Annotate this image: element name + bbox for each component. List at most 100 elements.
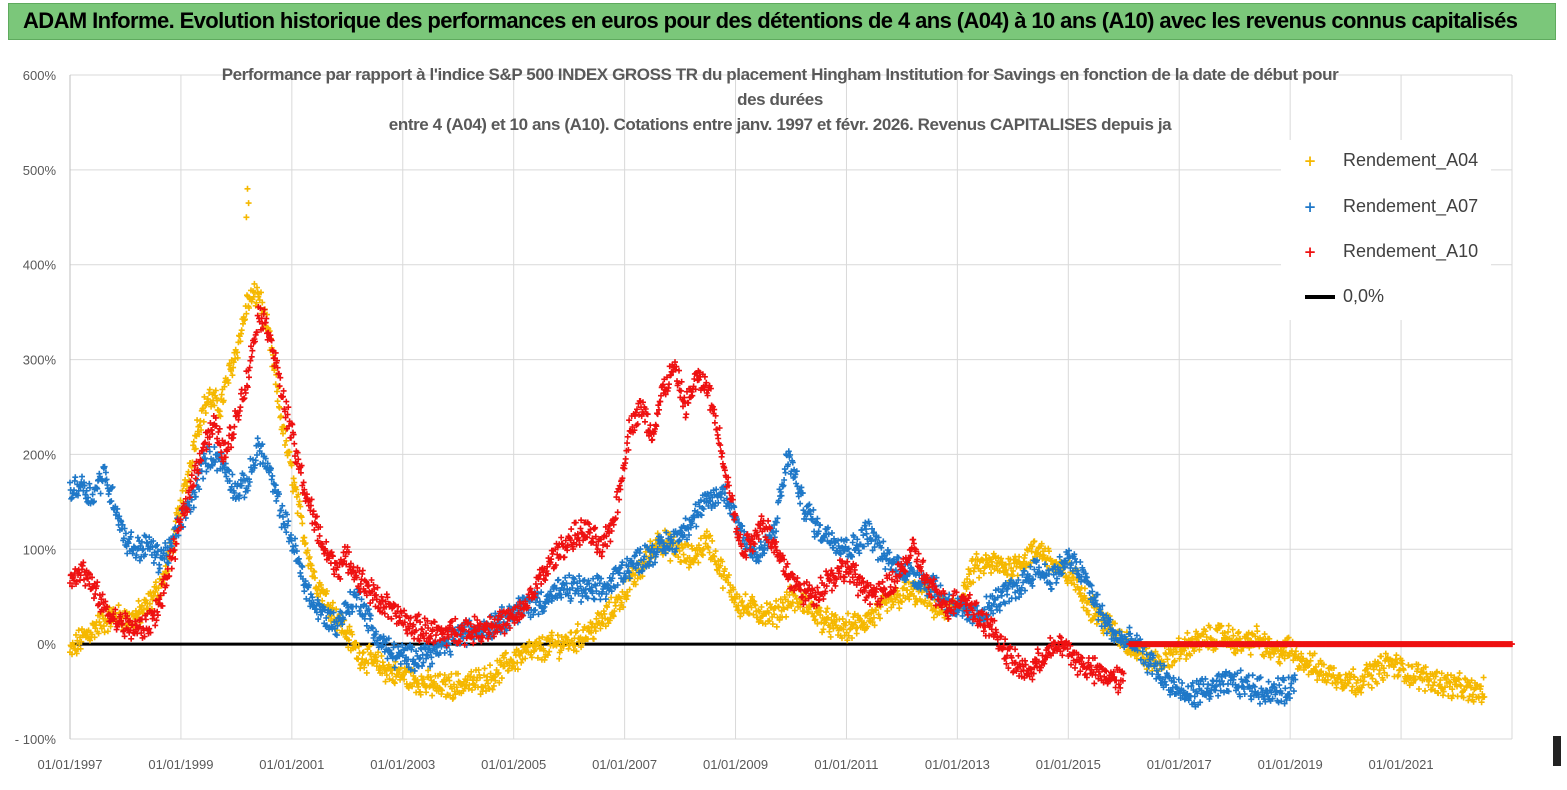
data-point	[200, 475, 207, 482]
data-point	[610, 613, 617, 620]
data-point	[447, 618, 454, 625]
data-point	[998, 555, 1005, 562]
data-point	[573, 648, 580, 655]
data-point	[647, 422, 654, 429]
data-point	[1480, 674, 1487, 681]
data-point	[234, 349, 241, 356]
data-point	[420, 676, 427, 683]
data-point	[367, 650, 374, 656]
data-point	[385, 661, 392, 668]
data-point	[827, 624, 833, 630]
data-point	[423, 689, 430, 696]
data-point	[977, 567, 984, 574]
data-point	[246, 305, 252, 311]
data-point	[531, 647, 538, 654]
data-point	[230, 364, 237, 371]
data-point	[238, 327, 245, 334]
data-point	[756, 608, 763, 615]
data-point	[389, 670, 396, 677]
data-point	[152, 579, 159, 586]
data-point	[824, 605, 831, 612]
data-point	[419, 626, 426, 633]
data-point	[844, 637, 851, 644]
data-point	[904, 587, 911, 594]
data-point	[152, 622, 159, 629]
data-point	[721, 565, 728, 572]
data-point	[242, 316, 248, 323]
data-point	[202, 410, 209, 416]
data-point	[875, 611, 882, 618]
data-point	[861, 619, 867, 626]
data-point	[1368, 684, 1375, 691]
data-point	[893, 594, 900, 601]
data-point	[732, 595, 739, 602]
data-point	[1456, 670, 1463, 677]
data-point	[556, 655, 563, 662]
data-point	[853, 630, 860, 637]
data-point	[1393, 652, 1400, 659]
data-point	[304, 547, 311, 554]
data-point	[604, 604, 611, 611]
data-point	[771, 611, 778, 618]
data-point	[310, 508, 317, 515]
data-point	[845, 632, 852, 639]
data-point	[882, 566, 889, 572]
data-point	[514, 666, 521, 673]
data-point	[391, 680, 398, 687]
data-point	[1422, 687, 1428, 694]
data-point	[251, 280, 258, 287]
data-point	[632, 581, 639, 588]
data-point	[686, 564, 692, 571]
data-point	[274, 388, 280, 395]
data-point	[425, 667, 432, 674]
data-point	[78, 638, 85, 645]
data-point	[1029, 543, 1036, 550]
data-point	[1016, 553, 1023, 560]
data-point	[396, 669, 403, 676]
data-point	[578, 598, 585, 605]
data-point	[976, 574, 983, 581]
data-point	[481, 672, 487, 679]
data-point	[73, 631, 79, 638]
data-point	[237, 404, 244, 411]
data-point	[104, 628, 111, 635]
data-point	[212, 387, 219, 394]
data-point	[766, 617, 773, 624]
data-point	[228, 368, 235, 374]
data-point	[1365, 681, 1372, 688]
data-point	[455, 670, 461, 677]
data-point	[830, 625, 837, 632]
data-point	[518, 659, 525, 666]
data-point	[360, 649, 367, 656]
data-point	[296, 498, 303, 505]
data-point	[850, 614, 857, 621]
data-point	[618, 599, 625, 606]
data-point	[946, 591, 953, 598]
data-point	[568, 526, 575, 533]
data-point	[234, 354, 241, 361]
series-rendement_a10	[67, 304, 1127, 696]
data-point	[540, 647, 547, 654]
data-point	[906, 596, 913, 603]
data-point	[941, 614, 948, 621]
data-point	[441, 649, 448, 656]
data-point	[544, 652, 551, 659]
data-point	[410, 672, 417, 679]
data-point	[294, 510, 301, 517]
data-point	[74, 637, 81, 644]
data-point	[349, 631, 356, 638]
data-point	[1257, 700, 1263, 707]
data-point	[852, 619, 859, 626]
data-point	[447, 692, 453, 699]
data-point	[502, 649, 509, 656]
data-point	[548, 629, 555, 636]
data-point	[851, 610, 858, 617]
data-point	[996, 568, 1003, 574]
data-point	[128, 529, 135, 536]
data-point	[129, 610, 136, 617]
data-point	[647, 538, 654, 545]
data-point	[254, 435, 261, 442]
data-point	[302, 540, 309, 547]
data-point	[910, 586, 917, 593]
data-point	[495, 669, 502, 676]
